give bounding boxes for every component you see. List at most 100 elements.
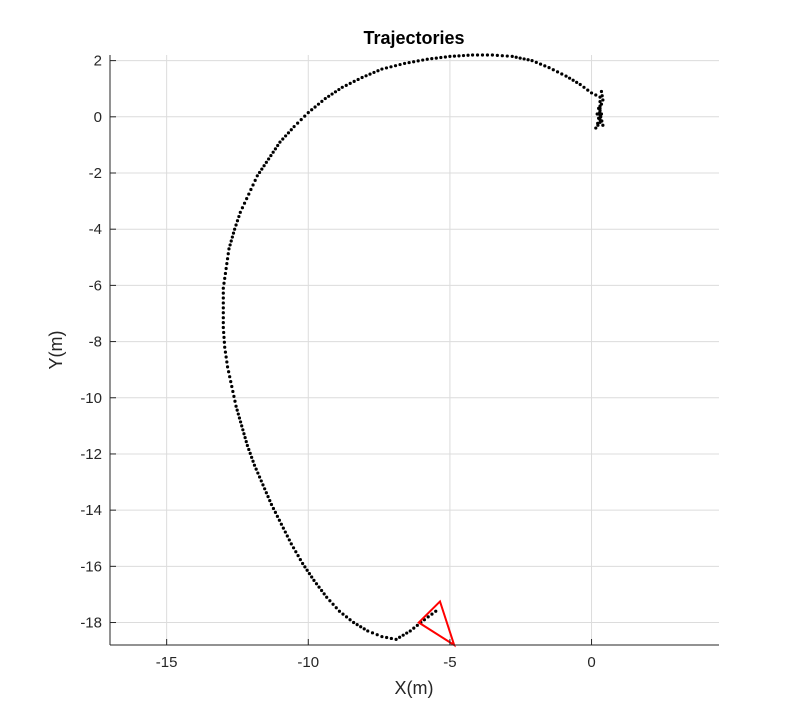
trajectory-point — [415, 623, 419, 627]
trajectory-point — [221, 301, 225, 305]
trajectory-point — [299, 118, 303, 122]
trajectory-series — [221, 53, 605, 641]
trajectory-point — [307, 572, 312, 576]
trajectory-point — [275, 514, 280, 518]
trajectory-point — [251, 183, 255, 187]
trajectory-point — [341, 612, 345, 616]
trajectory-point — [289, 542, 293, 546]
trajectory-point — [405, 631, 409, 635]
trajectory-point — [490, 53, 494, 57]
x-tick-label: -15 — [156, 654, 178, 671]
y-tick-label: -16 — [80, 558, 102, 575]
trajectory-point — [319, 588, 324, 593]
trajectory-point — [389, 636, 393, 641]
trajectory-point — [242, 432, 246, 436]
trajectory-point — [228, 243, 232, 247]
trajectory-point — [221, 296, 225, 300]
x-tick-labels: -15 -10 -5 0 — [156, 654, 596, 671]
trajectory-point — [238, 210, 242, 214]
trajectory-point — [323, 96, 327, 101]
trajectory-point — [330, 92, 334, 96]
trajectory-point — [348, 618, 352, 622]
trajectory-point — [235, 219, 240, 223]
trajectory-point — [534, 60, 538, 64]
trajectory-point — [279, 522, 283, 526]
trajectory-point — [310, 108, 314, 112]
y-tick-label: 0 — [94, 109, 102, 126]
trajectory-point — [389, 65, 393, 69]
trajectory-point — [305, 568, 309, 572]
y-tick-label: -4 — [89, 221, 102, 238]
trajectory-point — [495, 53, 499, 57]
trajectory-point — [430, 57, 434, 61]
trajectory-point — [223, 271, 228, 276]
trajectory-point — [522, 57, 526, 61]
y-tick-label: 2 — [94, 53, 102, 70]
trajectory-point — [551, 68, 555, 72]
trajectory-point — [370, 631, 375, 635]
trajectory-point — [594, 126, 598, 130]
trajectory-point — [312, 578, 316, 582]
trajectory-point — [443, 55, 447, 59]
trajectory-point — [233, 399, 237, 403]
trajectory-point — [398, 62, 402, 67]
trajectory-point — [485, 53, 490, 57]
trajectory-point — [263, 487, 267, 491]
trajectory-point — [277, 518, 281, 522]
trajectory-point — [320, 99, 324, 103]
trajectory-point — [500, 54, 504, 58]
trajectory-point — [598, 118, 602, 122]
trajectory-point — [222, 335, 226, 339]
trajectory-point — [221, 311, 225, 315]
trajectory-point — [408, 629, 412, 633]
trajectory-point — [222, 340, 226, 344]
trajectory-point — [221, 316, 225, 320]
trajectory-point — [284, 134, 288, 138]
trajectory-point — [223, 345, 227, 349]
x-tick-label: -5 — [443, 654, 456, 671]
trajectory-point — [421, 58, 425, 62]
x-tick-label: 0 — [587, 654, 595, 671]
trajectory-point — [547, 66, 551, 70]
trajectory-point — [375, 633, 379, 637]
y-tick-label: -2 — [89, 165, 102, 182]
trajectory-point — [452, 54, 457, 58]
trajectory-point — [303, 114, 307, 118]
trajectory-point — [325, 595, 329, 599]
trajectory-point — [575, 80, 579, 84]
trajectory-point — [281, 526, 285, 530]
trajectory-point — [232, 394, 236, 398]
trajectory-point — [316, 102, 321, 106]
trajectory-point — [233, 227, 237, 231]
trajectory-point — [393, 64, 398, 68]
trajectory-point — [589, 91, 594, 95]
trajectory-point — [430, 612, 434, 616]
trajectory-point — [247, 192, 251, 196]
trajectory-point — [306, 110, 310, 115]
trajectory-point — [385, 635, 389, 640]
trajectory-point — [601, 98, 605, 102]
trajectory-point — [555, 70, 560, 74]
trajectory-point — [394, 637, 398, 641]
trajectory-point — [259, 479, 263, 483]
x-axis-label: X(m) — [395, 678, 434, 698]
trajectory-point — [412, 60, 416, 64]
grid-lines — [110, 55, 719, 645]
trajectory-point — [594, 93, 598, 97]
y-tick-label: -18 — [80, 615, 102, 632]
trajectory-point — [225, 262, 229, 266]
trajectory-point — [222, 281, 226, 285]
trajectory-point — [221, 321, 225, 325]
trajectory-point — [470, 53, 475, 57]
trajectory-point — [362, 627, 366, 631]
trajectory-point — [245, 443, 249, 448]
trajectory-point — [292, 125, 296, 129]
trajectory-point — [269, 153, 273, 158]
trajectory-point — [586, 88, 590, 92]
trajectory-point — [243, 436, 247, 440]
trajectory-point — [310, 575, 314, 579]
trajectory-point — [314, 582, 319, 586]
trajectory-point — [223, 350, 228, 354]
trajectory-point — [380, 67, 384, 71]
